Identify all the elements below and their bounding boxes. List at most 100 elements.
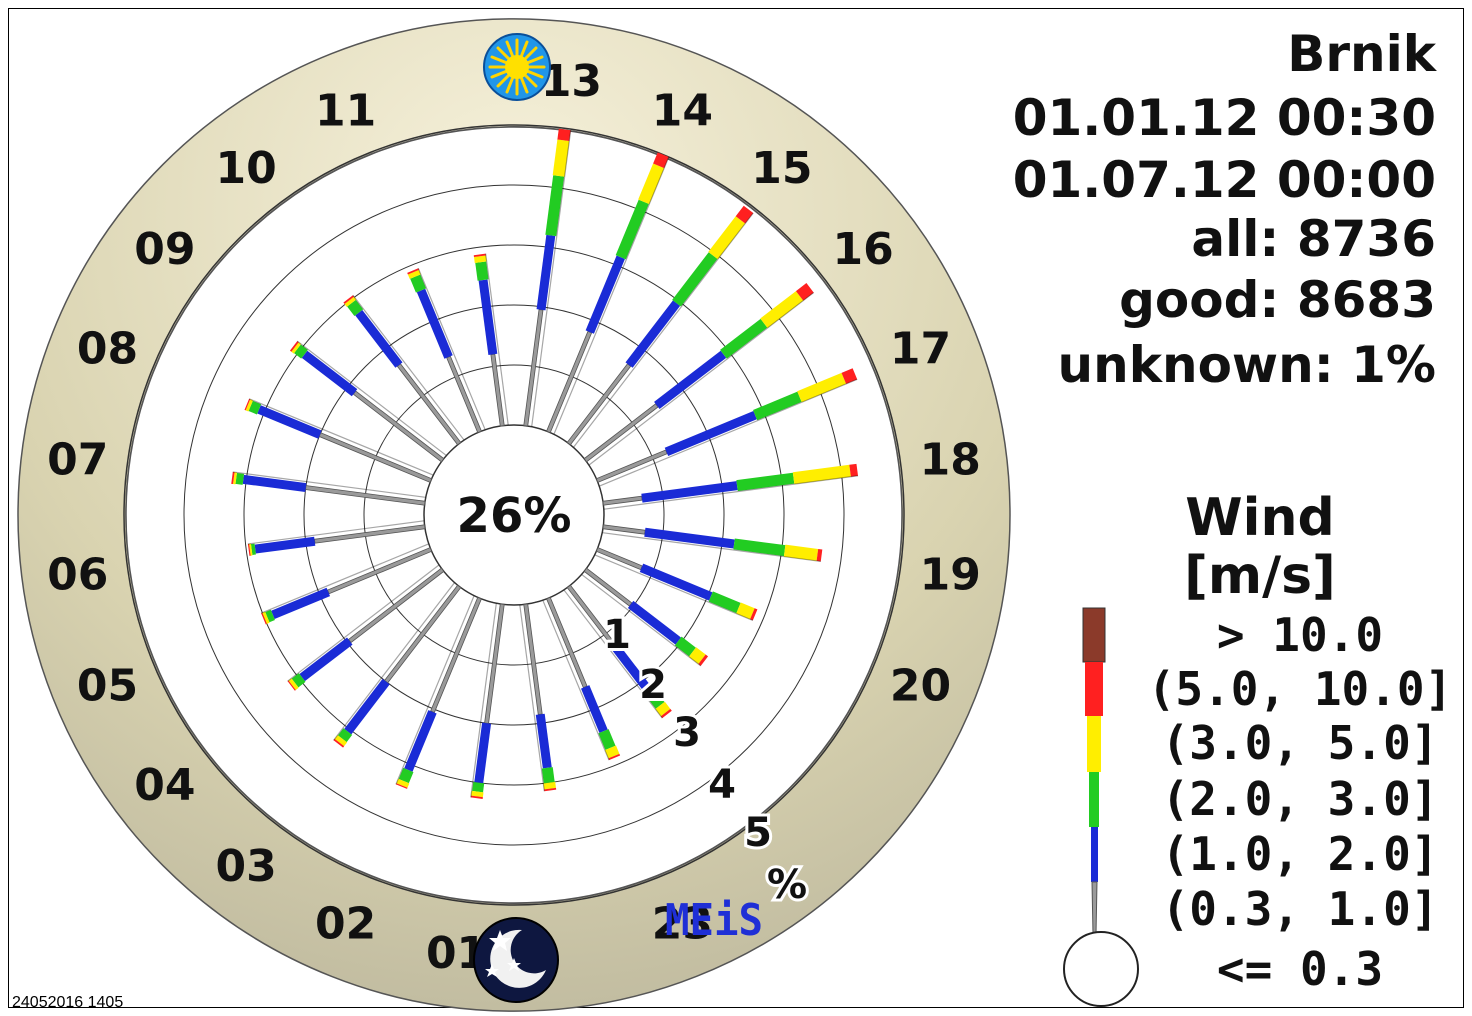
ring-label-4: 4 xyxy=(708,762,736,808)
bar-shadow-22 xyxy=(563,589,663,719)
bar-shadow-20 xyxy=(594,554,754,621)
bar-hour-01-2 xyxy=(474,722,492,784)
bar-hour-19-4 xyxy=(783,544,819,561)
legend-title: Wind xyxy=(1185,488,1335,548)
bar-hour-14-4 xyxy=(638,163,665,205)
bar-shadow-00 xyxy=(519,604,545,792)
hour-label-07: 07 xyxy=(47,435,108,486)
legend-swatch-5-10 xyxy=(1085,662,1103,716)
bar-hour-00-5 xyxy=(544,787,557,792)
ring-label-halo-3: 3 xyxy=(673,710,701,756)
bar-hour-16-5 xyxy=(795,283,814,301)
bar-hour-23-4 xyxy=(604,745,620,759)
period-end: 01.07.12 00:00 xyxy=(1012,151,1436,209)
hour-label-02: 02 xyxy=(315,899,376,950)
legend-label-calm: <= 0.3 xyxy=(1216,942,1384,996)
bar-shadow-06 xyxy=(247,520,425,545)
bar-hour-13-4 xyxy=(552,139,570,177)
bar-group xyxy=(231,128,859,799)
bar-hour-21-4 xyxy=(688,647,706,665)
bar-hour-20-5 xyxy=(750,608,758,621)
bar-shadow-08 xyxy=(248,398,434,476)
bar-hour-17-4 xyxy=(797,372,847,403)
unknown-percent: unknown: 1% xyxy=(1057,336,1436,394)
bar-shadow-05 xyxy=(260,543,429,614)
bar-shadow-04 xyxy=(287,564,440,682)
bar-shadow-02 xyxy=(395,595,475,785)
bar-shadow-12 xyxy=(485,253,509,426)
bar-hour-11-2 xyxy=(416,288,453,359)
bar-hour-10-3 xyxy=(347,299,364,317)
bar-hour-12-3 xyxy=(475,261,489,281)
bar-hour-05-5 xyxy=(261,612,267,625)
bar-shadow-14 xyxy=(553,156,670,435)
ring-label-2: 2 xyxy=(639,662,667,708)
bar-hour-07-4 xyxy=(233,472,237,485)
bar-hour-16-2 xyxy=(654,350,727,409)
bar-hour-18-4 xyxy=(792,464,851,485)
hour-label-04: 04 xyxy=(134,760,195,811)
all-count: all: 8736 xyxy=(1191,210,1436,268)
bar-hour-04-3 xyxy=(291,673,306,688)
bar-hour-04-2 xyxy=(299,637,353,682)
bar-hour-03-1 xyxy=(384,584,462,684)
bar-hour-10-5 xyxy=(343,295,355,304)
bar-hour-15-5 xyxy=(735,205,754,224)
hour-label-13: 13 xyxy=(541,56,602,107)
legend-swatch-calm xyxy=(1063,931,1139,1007)
period-start: 01.01.12 00:30 xyxy=(1012,89,1436,147)
bar-hour-09-5 xyxy=(289,341,299,352)
bar-hour-20-1 xyxy=(595,547,643,571)
bar-shadow-03 xyxy=(333,582,455,741)
bar-hour-18-2 xyxy=(641,481,738,503)
hour-label-08: 08 xyxy=(77,324,138,375)
bar-hour-20-3 xyxy=(708,591,741,614)
meis-logo: MEiS xyxy=(665,895,763,946)
bar-hour-11-3 xyxy=(410,274,427,293)
bar-hour-21-2 xyxy=(627,600,681,645)
bar-shadow-21 xyxy=(581,574,702,667)
bar-hour-06-2 xyxy=(254,536,316,554)
bar-hour-00-1 xyxy=(523,603,543,715)
legend-label-2-3: (2.0, 3.0] xyxy=(1161,772,1439,826)
bar-hour-17-2 xyxy=(664,410,757,457)
bar-shadow-15 xyxy=(573,212,754,448)
bar-hour-14-5 xyxy=(653,152,669,169)
bar-hour-03-2 xyxy=(344,678,390,735)
hour-label-10: 10 xyxy=(216,143,277,194)
legend-label-over-10: > 10.0 xyxy=(1216,608,1384,662)
hour-label-19: 19 xyxy=(920,549,981,600)
ring-label-halo-2: 2 xyxy=(639,662,667,708)
bar-hour-08-4 xyxy=(245,399,253,412)
hour-label-03: 03 xyxy=(216,841,277,892)
legend-swatch-2-3 xyxy=(1089,772,1099,827)
bar-hour-02-1 xyxy=(430,596,482,714)
bar-hour-16-3 xyxy=(720,318,768,359)
bar-hour-05-4 xyxy=(262,611,270,624)
hour-label-11: 11 xyxy=(315,85,376,136)
bar-hour-07-3 xyxy=(235,472,245,485)
hour-label-14: 14 xyxy=(652,85,713,136)
bar-hour-19-2 xyxy=(644,527,735,549)
hour-label-23: 23 xyxy=(652,899,713,950)
bar-shadow-01 xyxy=(470,603,497,798)
ring-label-3: 3 xyxy=(673,710,701,756)
bar-hour-01-4 xyxy=(471,790,484,798)
ring-label-halo-6: % xyxy=(767,862,807,908)
bar-hour-19-5 xyxy=(816,548,823,562)
bar-hour-03-3 xyxy=(337,728,353,743)
legend-label-1-2: (1.0, 2.0] xyxy=(1161,827,1439,881)
legend-color-scale xyxy=(1063,607,1139,1007)
bar-hour-04-4 xyxy=(288,678,299,690)
bar-hour-23-2 xyxy=(581,685,608,733)
bar-hour-02-5 xyxy=(395,783,408,789)
bar-hour-22-3 xyxy=(642,685,665,709)
bar-hour-21-5 xyxy=(698,654,709,666)
bar-shadow-13 xyxy=(531,130,572,427)
station-name: Brnik xyxy=(1287,25,1436,83)
bar-hour-01-3 xyxy=(472,781,485,793)
ring-label-1: 1 xyxy=(603,612,631,658)
bar-hour-15-2 xyxy=(625,300,681,368)
bar-hour-18-3 xyxy=(736,472,795,492)
